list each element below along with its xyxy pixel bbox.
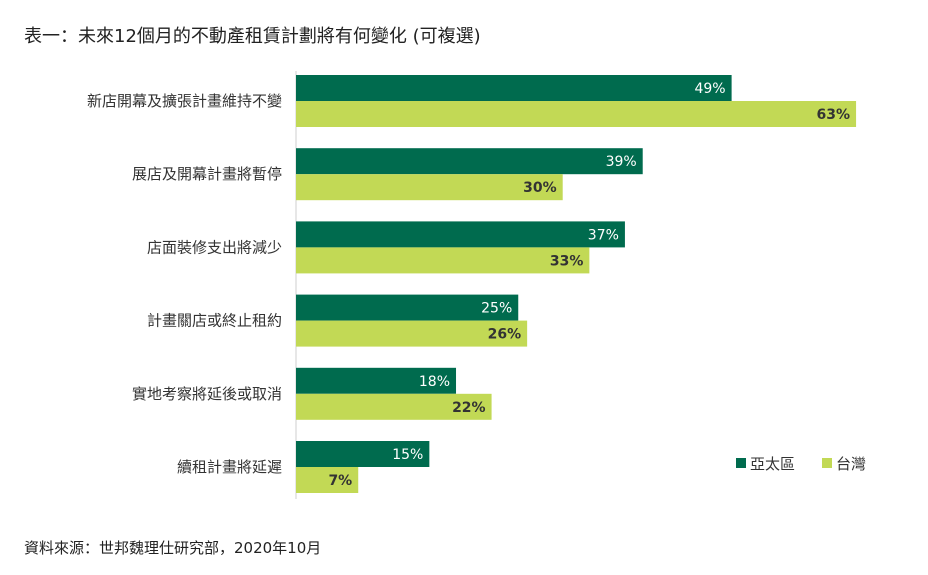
bar-taiwan [296, 467, 359, 493]
bars-group [295, 71, 857, 499]
bar-asia-pacific [296, 367, 457, 394]
bar-taiwan [296, 101, 857, 127]
bar-taiwan [296, 174, 563, 201]
category-label: 計畫關店或終止租約 [147, 312, 282, 330]
category-label: 續租計畫將延遲 [177, 458, 282, 476]
legend-swatch [736, 458, 746, 468]
category-label: 實地考察將延後或取消 [132, 385, 282, 403]
data-label: 63% [817, 107, 851, 123]
legend-swatch [822, 458, 832, 468]
source-note: 資料來源：世邦魏理仕研究部，2020年10月 [24, 539, 322, 557]
data-label: 7% [328, 473, 352, 489]
data-label: 49% [694, 81, 725, 97]
category-label: 展店及開幕計畫將暫停 [132, 165, 282, 183]
legend-label: 亞太區 [750, 455, 795, 473]
data-label: 37% [588, 227, 619, 243]
data-label: 22% [452, 400, 486, 416]
category-label: 新店開幕及擴張計畫維持不變 [87, 92, 282, 110]
chart-title: 表一：未來12個月的不動產租賃計劃將有何變化 (可複選) [24, 26, 481, 47]
bar-asia-pacific [296, 75, 732, 101]
bar-taiwan [296, 393, 492, 420]
labels-group: 新店開幕及擴張計畫維持不變 49% 63% 展店及開幕計畫將暫停 39% 30% 店面裝修支… [87, 81, 850, 489]
data-label: 25% [481, 301, 512, 317]
data-label: 33% [550, 253, 584, 269]
bar-asia-pacific [296, 294, 519, 321]
data-label: 39% [606, 154, 637, 170]
category-label: 店面裝修支出將減少 [147, 238, 282, 256]
data-label: 30% [523, 180, 557, 196]
data-label: 18% [419, 374, 450, 390]
data-label: 26% [488, 327, 522, 343]
bar-asia-pacific [296, 441, 430, 467]
bar-taiwan [296, 247, 590, 274]
bar-taiwan [296, 320, 528, 347]
bar-asia-pacific [296, 221, 625, 248]
legend-label: 台灣 [836, 455, 866, 473]
data-label: 15% [392, 447, 423, 463]
legend: 亞太區 台灣 [736, 455, 866, 473]
bar-asia-pacific [296, 148, 643, 175]
